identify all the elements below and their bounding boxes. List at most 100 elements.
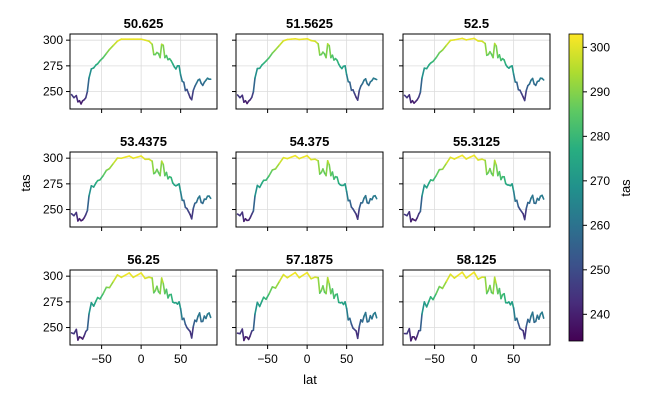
colorbar-tick-label: 280 xyxy=(590,129,610,143)
panel-frame xyxy=(235,151,384,228)
series-segment xyxy=(278,273,285,283)
series-segment xyxy=(179,74,184,83)
series-segment xyxy=(516,317,520,325)
series-segment xyxy=(112,157,119,165)
panel-5: 54.375 xyxy=(232,134,384,231)
series-segment xyxy=(192,202,196,210)
series-segment xyxy=(325,276,329,295)
panel-title: 56.25 xyxy=(127,252,160,267)
series-segment xyxy=(356,89,361,101)
y-tick-label: 300 xyxy=(43,33,63,47)
series-segment xyxy=(408,94,412,104)
series-segment xyxy=(86,313,90,331)
colorbar-tick-label: 270 xyxy=(590,174,610,188)
series-segment xyxy=(473,154,479,161)
series-segment xyxy=(345,73,350,83)
series-segment xyxy=(492,159,496,177)
series-segment xyxy=(408,327,412,342)
series-segment xyxy=(435,168,441,177)
series-segment xyxy=(465,274,471,279)
series-segment xyxy=(511,65,515,76)
series-segment xyxy=(178,65,182,76)
series-segment xyxy=(86,77,90,93)
series-segment xyxy=(408,210,412,223)
series-segment xyxy=(435,51,441,59)
series-segment xyxy=(361,197,365,204)
series-segment xyxy=(105,48,111,55)
series-segment xyxy=(511,183,515,193)
series-segment xyxy=(531,194,535,204)
series-segment xyxy=(517,322,521,330)
series-segment xyxy=(178,183,182,193)
series-segment xyxy=(441,280,448,290)
series-segment xyxy=(358,319,362,328)
series-segment xyxy=(179,191,184,202)
x-tick-label: −50 xyxy=(91,352,112,366)
series-segment xyxy=(306,271,312,280)
panel-4: 53.4375 250 275 300 xyxy=(43,134,218,231)
series-segment xyxy=(344,65,348,76)
panel-1: 50.625 250 275 300 xyxy=(43,16,218,113)
series-segment xyxy=(88,301,93,315)
series-segment xyxy=(294,271,301,279)
series-segment xyxy=(538,313,542,320)
series-segment xyxy=(192,319,196,328)
series-segment xyxy=(75,328,79,341)
series-segment xyxy=(503,176,507,185)
series-segment xyxy=(162,282,166,295)
series-segment xyxy=(112,40,119,47)
colorbar-tick-label: 260 xyxy=(590,218,610,232)
series-segment xyxy=(108,162,115,170)
series-segment xyxy=(469,271,475,276)
series-segment xyxy=(254,301,259,315)
y-tick-label: 275 xyxy=(43,177,63,191)
x-tick-label: 0 xyxy=(304,352,311,366)
series-segment xyxy=(331,171,335,180)
series-segment xyxy=(92,182,97,188)
series-segment xyxy=(88,185,93,197)
series-segment xyxy=(208,195,212,200)
series-segment xyxy=(512,190,517,202)
series-segment xyxy=(523,325,528,340)
series-segment xyxy=(441,162,448,171)
series-segment xyxy=(374,311,378,319)
panel-frame xyxy=(402,269,551,346)
series-segment xyxy=(489,284,493,294)
series-segment xyxy=(511,301,515,309)
panel-frame xyxy=(69,269,218,346)
series-segment xyxy=(156,285,160,293)
series-segment xyxy=(371,313,375,320)
series-segment xyxy=(241,94,245,103)
panel-frame xyxy=(235,33,384,110)
series-segment xyxy=(523,207,528,221)
series-segment xyxy=(525,318,529,328)
series-segment xyxy=(453,274,460,279)
series-segment xyxy=(317,43,321,56)
series-segment xyxy=(419,195,423,213)
series-segment xyxy=(170,293,174,303)
series-segment xyxy=(528,197,532,204)
series-segment xyxy=(251,91,255,99)
series-segment xyxy=(331,288,335,300)
series-segment xyxy=(484,42,488,57)
series-segment xyxy=(523,89,528,102)
series-segment xyxy=(190,207,195,220)
series-segment xyxy=(140,155,146,161)
series-segment xyxy=(151,43,155,56)
series-segment xyxy=(195,315,199,323)
panel-frame xyxy=(235,269,384,346)
series-segment xyxy=(541,194,545,200)
panel-3: 52.5 xyxy=(399,16,551,113)
series-segment xyxy=(322,285,326,293)
series-segment xyxy=(317,159,321,175)
series-segment xyxy=(525,84,529,92)
panel-title: 52.5 xyxy=(464,16,489,31)
series-segment xyxy=(432,292,437,301)
series-segment xyxy=(531,311,535,324)
y-tick-label: 250 xyxy=(43,85,63,99)
series-segment xyxy=(489,167,493,175)
panel-title: 54.375 xyxy=(290,134,330,149)
panel-2: 51.5625 xyxy=(232,16,384,113)
series-segment xyxy=(86,195,90,212)
